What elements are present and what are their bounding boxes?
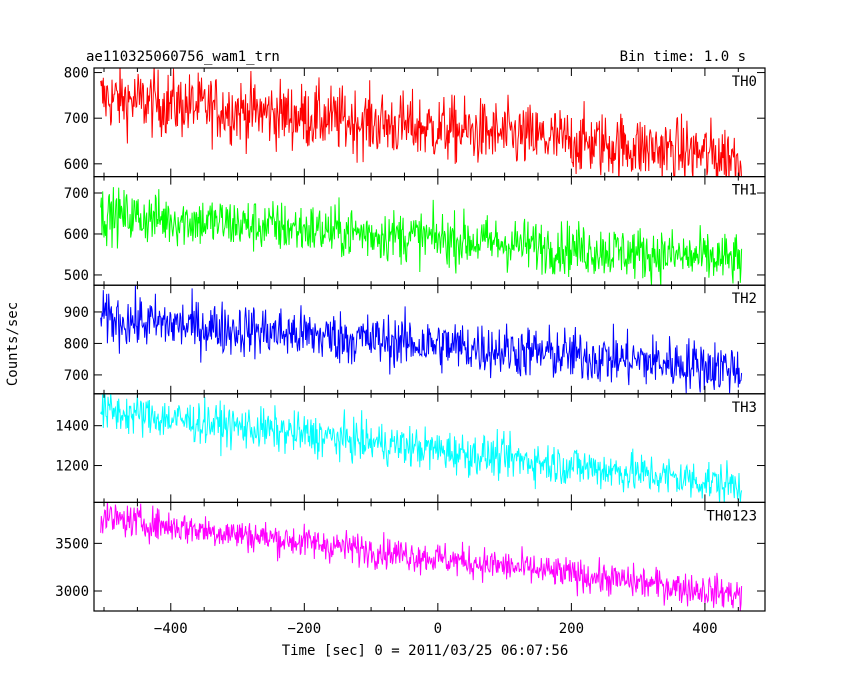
panel-th0: 600 700 800 TH0 [64,66,766,178]
panel-th0123: 3000 3500 TH0123 [55,501,766,612]
y-tick-label: 600 [64,227,89,243]
y-tick-label: 900 [64,305,89,321]
y-tick-label: 3000 [55,584,89,600]
y-tick-label: 800 [64,66,89,82]
y-tick-label: 700 [64,111,89,127]
panel-th2: 700 800 900 TH2 [64,284,766,395]
y-tick-label: 1200 [55,459,89,475]
y-tick-label: 700 [64,186,89,202]
chart-title: ae110325060756_wam1_trn [86,49,280,65]
y-tick-label: 800 [64,336,89,352]
panel-frame [93,501,766,612]
panels-group: 600 700 800 TH0 500 600 700 TH1 700 800 900 TH2 1200… [55,66,766,637]
y-tick-label: 3500 [55,536,89,552]
x-tick-label: 0 [434,621,442,637]
series-line-th1 [100,187,743,286]
x-tick-label: −400 [154,621,188,637]
series-line-th3 [100,393,743,503]
bin-time-label: Bin time: 1.0 s [620,49,746,65]
x-tick-label: 200 [559,621,584,637]
y-axis-label: Counts/sec [5,302,21,386]
panel-label: TH1 [732,183,757,199]
series-line-th0 [100,68,742,177]
panel-th3: 1200 1400 TH3 [55,393,766,503]
series-line-th0123 [100,502,743,611]
y-tick-label: 1400 [55,419,89,435]
y-tick-label: 700 [64,368,89,384]
series-line-th2 [100,285,743,394]
x-tick-label: 400 [692,621,717,637]
panel-label: TH0 [732,74,757,90]
panel-label: TH2 [732,291,757,307]
x-axis-label: Time [sec] 0 = 2011/03/25 06:07:56 [282,643,569,659]
panel-label: TH3 [732,400,757,416]
x-tick-label: −200 [287,621,321,637]
panel-label: TH0123 [706,508,757,524]
y-tick-label: 500 [64,268,89,284]
panel-th1: 500 600 700 TH1 [64,176,766,286]
y-tick-label: 600 [64,157,89,173]
